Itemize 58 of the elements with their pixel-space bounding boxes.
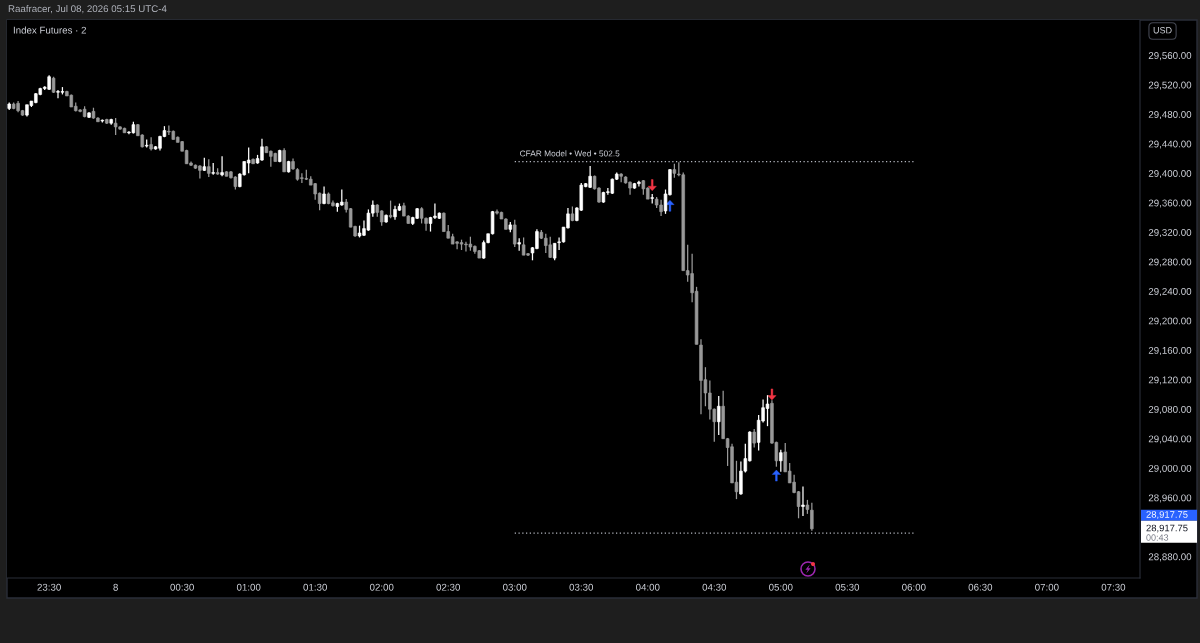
x-tick-label: 05:30 (835, 583, 860, 591)
annotation: CFAR Model • Wed • 502.5 (520, 150, 620, 157)
candlestick (779, 449, 783, 473)
candlestick (801, 485, 805, 517)
x-tick-label: 02:30 (436, 583, 461, 591)
text: Index Futures · 2 (13, 26, 86, 34)
y-tick-label: 29,520.00 (1148, 81, 1192, 90)
candlestick (167, 124, 171, 136)
y-tick-label: 29,120.00 (1148, 376, 1192, 385)
y-tick-label: 29,080.00 (1148, 405, 1192, 414)
x-tick-label: 00:30 (170, 583, 194, 591)
y-tick-label: 28,880.00 (1148, 553, 1192, 562)
y-tick-label: 29,320.00 (1148, 229, 1192, 238)
candlestick (246, 146, 251, 174)
candlestick (260, 138, 264, 162)
x-tick-label: 04:00 (635, 583, 660, 591)
x-tick-label: 05:00 (769, 583, 793, 591)
candlestick (220, 155, 224, 177)
x-tick-label: 01:00 (236, 583, 261, 591)
candlestick (513, 219, 517, 248)
x-tick-label: 03:30 (569, 583, 594, 591)
y-tick-label: 29,240.00 (1148, 287, 1192, 297)
x-tick-label: 8 (113, 583, 118, 591)
x-tick-label: 23:30 (37, 583, 61, 591)
candlestick (464, 241, 468, 253)
text: USD (1153, 27, 1172, 34)
y-tick-label: 29,400.00 (1148, 170, 1192, 179)
x-tick-label: 06:30 (968, 583, 993, 591)
candlestick (56, 89, 60, 99)
candlestick (366, 208, 371, 232)
x-tick-label: 06:00 (902, 583, 926, 591)
x-tick-label: 03:00 (502, 583, 527, 591)
y-tick-label: 29,480.00 (1148, 111, 1192, 120)
text: 28,917.75 (1146, 511, 1188, 519)
x-tick-label: 04:30 (702, 583, 727, 591)
y-tick-label: 29,280.00 (1148, 258, 1192, 267)
y-tick-label: 28,960.00 (1148, 494, 1192, 503)
text: Raafracer, Jul 08, 2026 05:15 UTC-4 (8, 4, 167, 14)
text: 28,917.75 (1146, 524, 1188, 533)
x-tick-label: 07:00 (1035, 583, 1059, 591)
candlestick (282, 147, 286, 173)
y-tick-label: 29,440.00 (1148, 140, 1192, 149)
candlestick (495, 208, 499, 216)
candlestick (810, 502, 814, 532)
candlestick (765, 394, 770, 427)
candlestick (739, 460, 743, 496)
x-tick-label: 01:30 (303, 583, 327, 591)
candlestick (752, 428, 756, 449)
y-tick-label: 29,160.00 (1148, 346, 1192, 355)
x-tick-label: 07:30 (1101, 583, 1126, 591)
y-tick-label: 29,360.00 (1148, 199, 1192, 208)
y-tick-label: 29,000.00 (1148, 464, 1192, 473)
candlestick (717, 395, 721, 436)
text: 00:43 (1146, 534, 1169, 541)
y-tick-label: 29,560.00 (1148, 52, 1192, 61)
y-tick-label: 29,200.00 (1148, 317, 1192, 326)
y-tick-label: 29,040.00 (1148, 435, 1192, 444)
x-tick-label: 02:00 (369, 583, 394, 591)
